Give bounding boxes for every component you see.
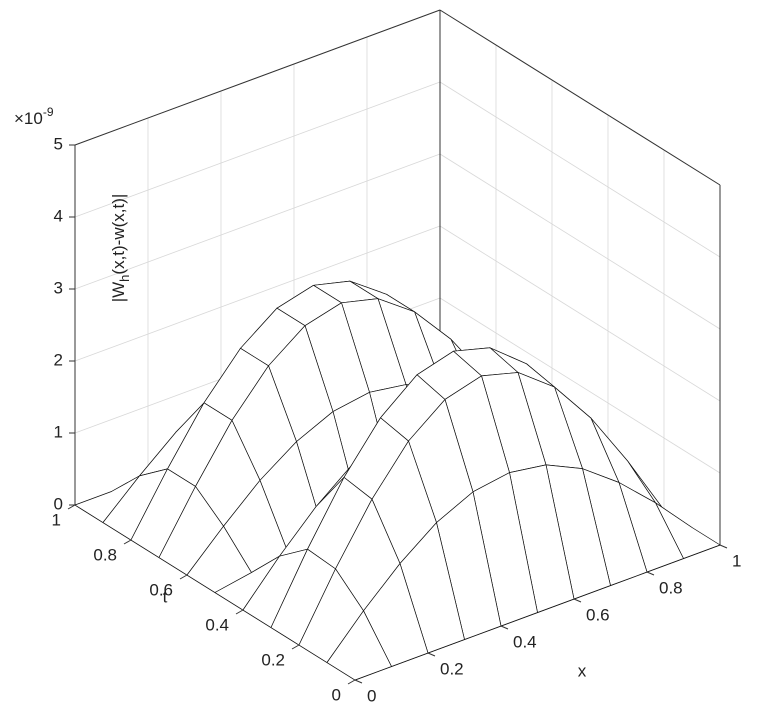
tick-mark [347,679,356,685]
z-tick-label: 3 [54,278,63,297]
z-tick-label: 5 [54,134,63,153]
z-exponent-power: -9 [43,105,54,119]
tick-mark [354,679,363,684]
x-tick-label: 0.6 [586,605,610,624]
y-tick-label: 0.8 [93,545,117,564]
z-title-subscript: h [117,275,132,282]
grid-line [439,225,721,402]
x-tick-label: 0.2 [440,659,464,678]
tick-mark [67,504,76,510]
grid-line [74,225,441,362]
tick-mark [291,644,300,650]
z-exponent: ×10-9 [14,105,54,128]
tick-mark [235,609,244,615]
grid-line [439,81,721,258]
y-tick-label: 0.2 [261,650,285,669]
z-tick-label: 1 [54,422,63,441]
y-tick-label: 0.6 [149,580,173,599]
x-tick-label: 0.4 [513,632,537,651]
z-title-part: |W [109,282,128,302]
tick-mark [573,598,582,603]
y-tick-label: 0.4 [205,615,229,634]
tick-mark [719,544,728,549]
tick-mark [500,625,509,630]
y-axis-title: t [163,587,168,606]
x-axis-title: x [578,661,587,680]
y-tick-label: 0 [332,685,341,704]
z-tick-label: 0 [54,494,63,513]
y-tick-label: 1 [52,510,61,529]
x-tick-label: 1 [732,551,741,570]
labels: t x |Wh(x,t)-w(x,t)| ×10-9 01234500.20.4… [14,105,741,705]
z-axis-title: |Wh(x,t)-w(x,t)| [109,194,132,303]
grid-line [74,81,441,218]
z-tick-label: 4 [54,206,63,225]
x-tick-label: 0.8 [659,578,683,597]
surface [74,280,721,681]
grid-line [439,153,721,330]
grid-line [439,297,721,474]
tick-mark [123,539,132,545]
grid-line [74,153,441,290]
axis-edge [439,9,721,186]
tick-mark [427,652,436,657]
tick-mark [646,571,655,576]
z-title-part: (x,t)-w(x,t)| [109,194,128,275]
tick-mark [179,574,188,580]
x-tick-label: 0 [367,686,376,705]
z-tick-label: 2 [54,350,63,369]
axis-edge [74,9,441,146]
surface-cell [326,610,392,681]
z-exponent-base: ×10 [14,109,43,128]
